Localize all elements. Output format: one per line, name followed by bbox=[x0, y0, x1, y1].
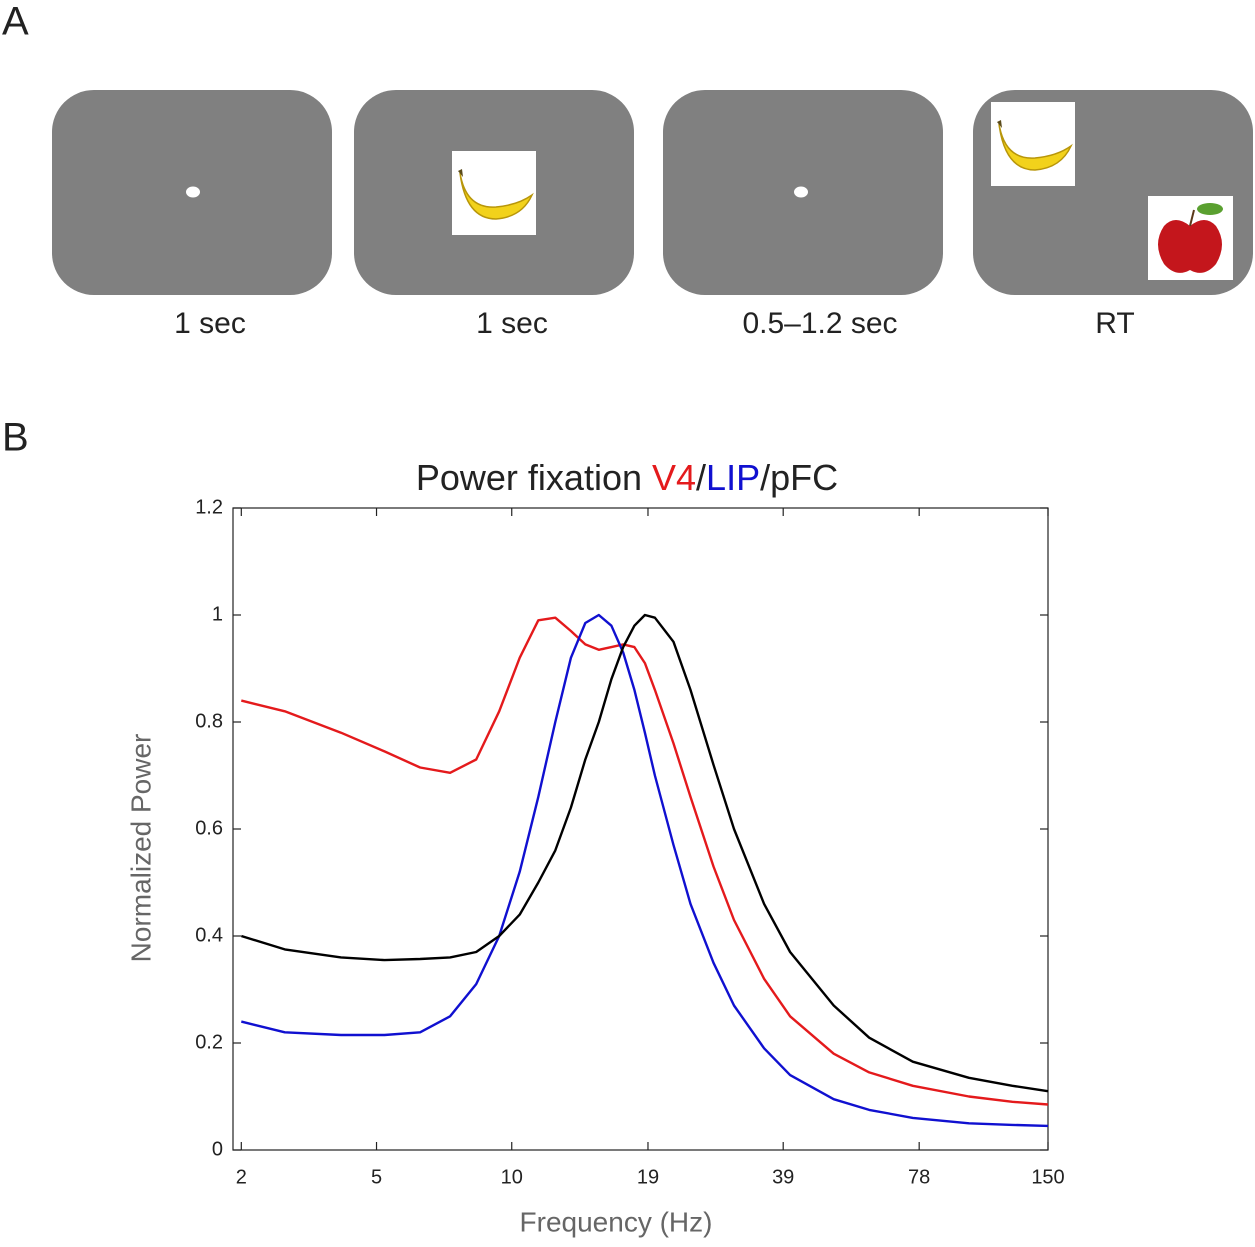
y-tick-label: 0.8 bbox=[195, 710, 223, 732]
apple-image bbox=[1148, 196, 1233, 280]
x-tick-label: 19 bbox=[637, 1166, 659, 1188]
title-part: /pFC bbox=[760, 457, 838, 498]
x-tick-label: 2 bbox=[236, 1166, 247, 1188]
fixation-dot bbox=[186, 186, 200, 198]
panel-label: B bbox=[2, 416, 29, 460]
fixation-dot bbox=[794, 186, 808, 198]
x-tick-label: 5 bbox=[371, 1166, 382, 1188]
data-line bbox=[241, 616, 1049, 1106]
chart-title: Power fixation V4/LIP/pFC bbox=[416, 457, 838, 498]
title-part: / bbox=[696, 457, 706, 498]
banana-image bbox=[990, 101, 1076, 187]
panel-label: A bbox=[2, 0, 29, 44]
y-tick-label: 0 bbox=[212, 1138, 223, 1160]
axes-frame bbox=[232, 507, 1049, 1151]
banana-image bbox=[451, 150, 537, 236]
y-tick-label: 1.2 bbox=[195, 496, 223, 518]
duration-label: RT bbox=[1095, 307, 1134, 340]
x-tick-label: 78 bbox=[908, 1166, 930, 1188]
title-part: LIP bbox=[706, 457, 760, 498]
x-tick-label: 150 bbox=[1031, 1166, 1064, 1188]
title-part: V4 bbox=[652, 457, 696, 498]
duration-label: 0.5–1.2 sec bbox=[742, 307, 897, 340]
y-tick-label: 0.4 bbox=[195, 924, 223, 946]
data-line bbox=[241, 613, 1049, 1128]
x-axis-label: Frequency (Hz) bbox=[520, 1206, 713, 1237]
y-tick-label: 1 bbox=[212, 603, 223, 625]
duration-label: 1 sec bbox=[476, 307, 548, 340]
y-axis-label: Normalized Power bbox=[125, 734, 156, 963]
y-tick-label: 0.2 bbox=[195, 1031, 223, 1053]
x-tick-label: 10 bbox=[501, 1166, 523, 1188]
data-line bbox=[240, 613, 1049, 1093]
x-tick-label: 39 bbox=[772, 1166, 794, 1188]
title-part: Power fixation bbox=[416, 457, 642, 498]
duration-label: 1 sec bbox=[174, 307, 246, 340]
y-tick-label: 0.6 bbox=[195, 817, 223, 839]
